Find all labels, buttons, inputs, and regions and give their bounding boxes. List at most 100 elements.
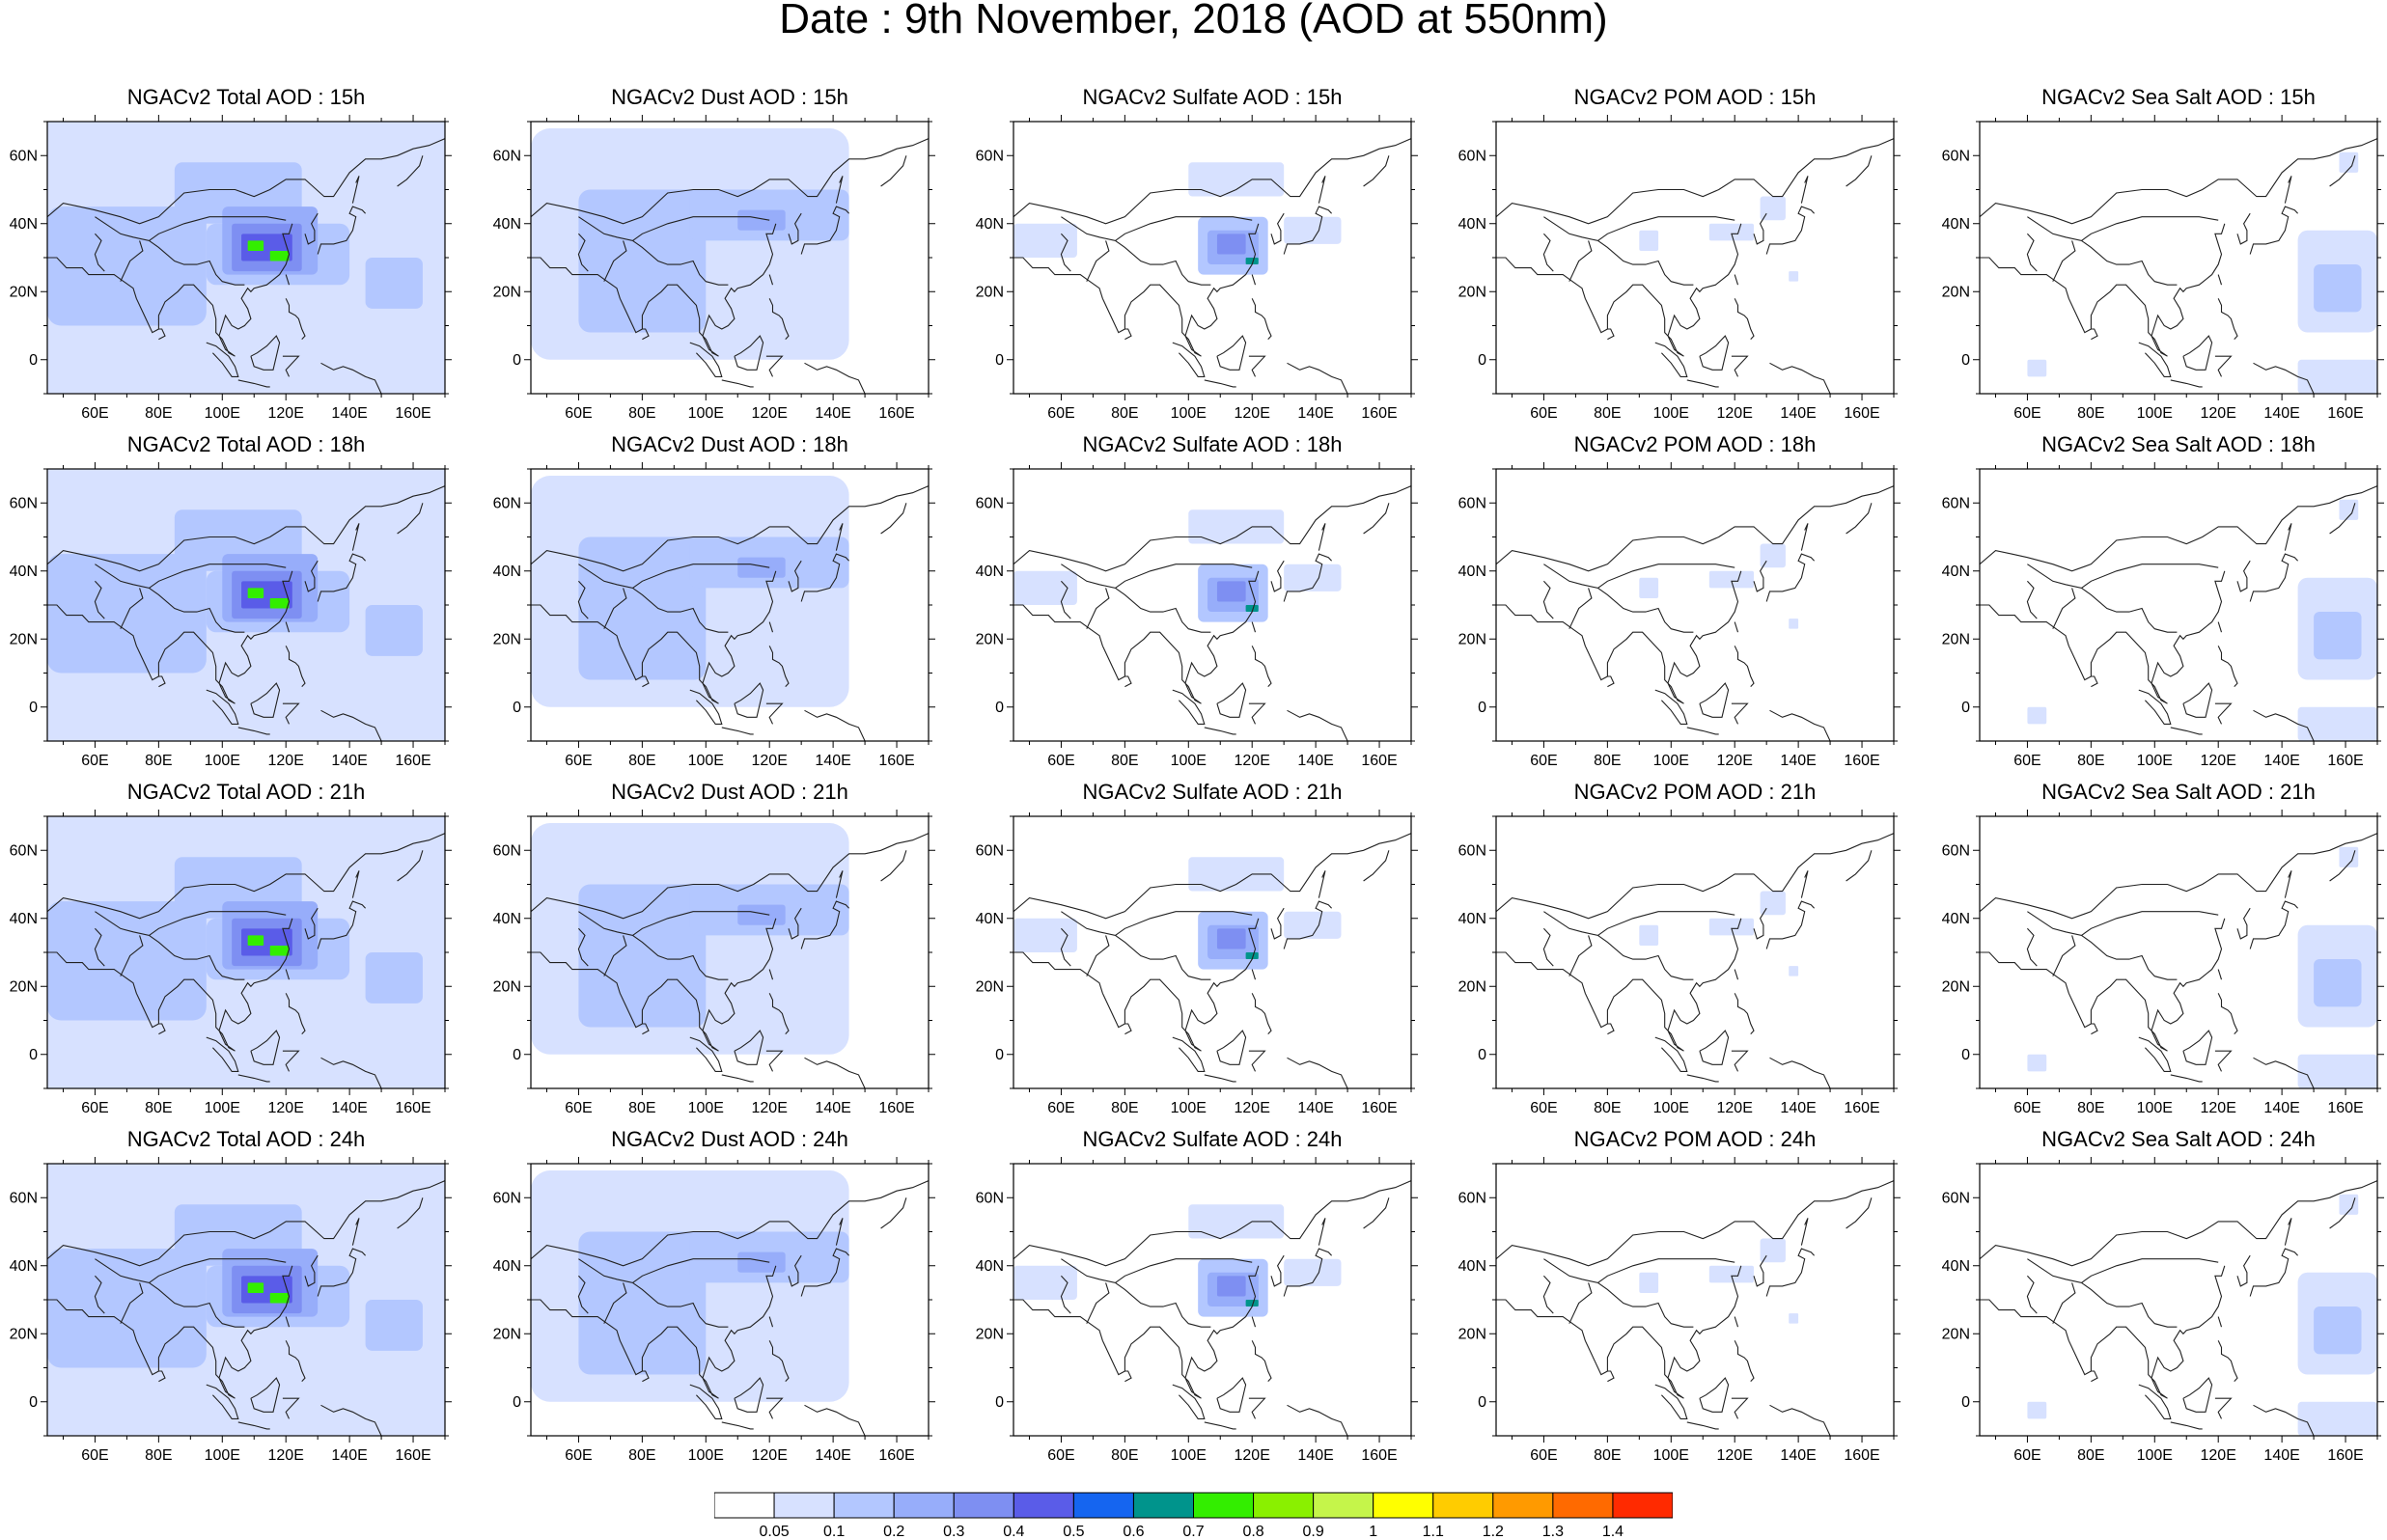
coastline xyxy=(788,1254,802,1287)
colorbar-label: 0.05 xyxy=(759,1524,789,1540)
coastline xyxy=(768,1316,774,1328)
lon-tick-label: 160E xyxy=(878,1447,914,1464)
coastline xyxy=(1204,1421,1236,1430)
coastline xyxy=(1980,570,2226,704)
coastlines xyxy=(1013,138,1411,394)
colorbar-swatch xyxy=(773,1492,835,1519)
map-panel: NGACv2 Dust AOD : 15h 60N 40N 20N 0 60E 80E 100… xyxy=(484,85,937,432)
coastline xyxy=(2081,587,2178,633)
coastline xyxy=(2236,560,2251,592)
aod-field xyxy=(47,469,445,741)
colorbar-swatch xyxy=(1313,1492,1374,1519)
coastline xyxy=(47,1180,445,1267)
coastline xyxy=(2284,870,2292,898)
lon-tick-label: 100E xyxy=(1653,405,1689,422)
coastline xyxy=(2236,1254,2251,1287)
lon-tick-label: 160E xyxy=(1361,753,1397,769)
coastline xyxy=(282,1050,300,1072)
coastline xyxy=(734,335,764,371)
coastline xyxy=(1496,833,1894,920)
lat-tick-label: 0 xyxy=(1478,352,1486,369)
coastline xyxy=(765,355,784,377)
lon-tick-label: 100E xyxy=(205,753,240,769)
coastline xyxy=(1124,1023,1132,1035)
coastline xyxy=(531,223,777,357)
aod-field xyxy=(531,476,849,707)
coastline xyxy=(2170,379,2203,388)
coastline xyxy=(120,1282,144,1324)
map-panel: NGACv2 Total AOD : 15h 60N 40N 20N 0 60E 80E 10… xyxy=(0,85,454,432)
coastline xyxy=(1248,1397,1266,1419)
lat-tick-label: 20N xyxy=(493,978,521,995)
lat-tick-label: 0 xyxy=(513,1394,521,1411)
coastline xyxy=(632,239,729,286)
lat-tick-label: 20N xyxy=(10,978,38,995)
aod-cell xyxy=(578,1231,707,1375)
coastline xyxy=(689,1036,723,1072)
map-frame xyxy=(1495,815,1895,1089)
coastline xyxy=(2027,911,2219,936)
coastline xyxy=(804,709,866,741)
lat-tick-label: 0 xyxy=(1961,1394,1970,1411)
coastline xyxy=(1013,833,1411,920)
coastline xyxy=(2091,1023,2098,1035)
coastline xyxy=(2217,274,2223,286)
coastline xyxy=(1283,553,1333,602)
panel-title: NGACv2 Dust AOD : 24h xyxy=(611,1127,848,1151)
aod-cell xyxy=(737,557,786,578)
coastline xyxy=(158,675,166,688)
lon-tick-label: 120E xyxy=(752,753,788,769)
coastline xyxy=(800,900,850,949)
lat-tick-label: 40N xyxy=(1458,1258,1486,1275)
aod-cell xyxy=(578,884,707,1028)
coastline xyxy=(1846,1197,1873,1229)
coastline xyxy=(320,709,382,741)
lon-tick-label: 140E xyxy=(1780,405,1816,422)
lat-tick-label: 40N xyxy=(1942,216,1970,233)
lat-tick-label: 60N xyxy=(1458,148,1486,164)
lon-tick-label: 160E xyxy=(2327,1100,2363,1116)
page-title: Date : 9th November, 2018 (AOD at 550nm) xyxy=(779,0,1608,42)
coastline xyxy=(768,274,774,286)
coastline xyxy=(282,355,300,377)
map-plot: 60N 40N 20N 0 60E 80E 100E 120E 140E 160E xyxy=(493,810,935,1116)
aod-cell xyxy=(1013,918,1077,952)
lon-tick-label: 60E xyxy=(565,753,592,769)
coastline xyxy=(1363,1197,1390,1229)
coastline xyxy=(1318,870,1326,898)
aod-cell xyxy=(2027,1054,2047,1072)
coastline xyxy=(2249,900,2299,949)
coastline xyxy=(2026,927,2038,967)
coastline xyxy=(642,328,650,341)
coastline xyxy=(397,1197,424,1229)
lat-tick-label: 20N xyxy=(10,284,38,300)
coastline xyxy=(95,911,287,936)
lon-tick-label: 100E xyxy=(1653,1100,1689,1116)
coastline xyxy=(149,934,245,980)
coastline xyxy=(2249,1248,2299,1297)
lon-tick-label: 80E xyxy=(1594,753,1621,769)
map-plot: 60N 40N 20N 0 60E 80E 100E 120E 140E 160E xyxy=(976,810,1418,1116)
colorbar-swatch xyxy=(1492,1492,1554,1519)
coastline xyxy=(1800,870,1809,898)
lat-tick-label: 60N xyxy=(1942,1190,1970,1206)
lon-tick-label: 160E xyxy=(1844,405,1879,422)
coastline xyxy=(1543,1258,1735,1283)
coastline xyxy=(206,1384,239,1419)
lat-tick-label: 0 xyxy=(1961,1047,1970,1063)
coastline xyxy=(2027,564,2219,589)
lon-tick-label: 80E xyxy=(1594,405,1621,422)
coastline xyxy=(1496,485,1894,572)
coastline xyxy=(250,1030,281,1065)
coastline xyxy=(2214,1050,2233,1072)
coastline xyxy=(2170,727,2203,735)
lat-tick-label: 40N xyxy=(976,1258,1004,1275)
aod-cell xyxy=(365,1300,423,1351)
coastline xyxy=(2081,239,2178,286)
coastline xyxy=(1568,1282,1593,1324)
coastline xyxy=(2182,1377,2213,1413)
coastline xyxy=(642,1023,650,1035)
coastline xyxy=(149,587,245,633)
aod-cell xyxy=(1245,1300,1259,1307)
coastline xyxy=(734,1030,764,1065)
